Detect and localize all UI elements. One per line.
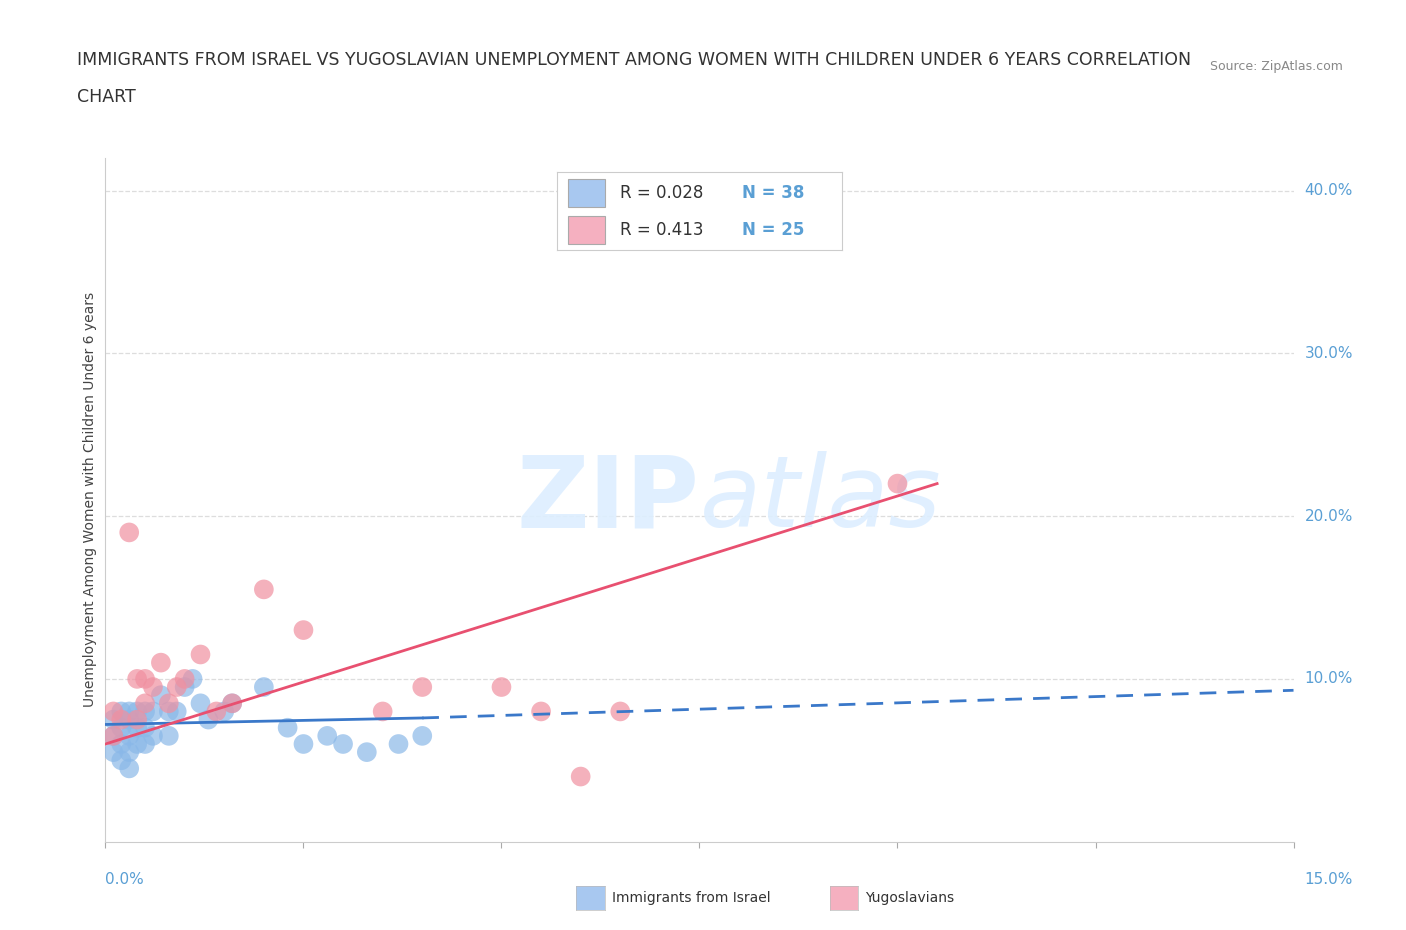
Point [142,704,165,719]
Point [127,704,149,719]
Point [173,680,195,695]
Point [253,582,276,597]
Point [253,680,276,695]
Point [142,728,165,743]
Text: 15.0%: 15.0% [1305,872,1353,887]
Point [110,720,132,735]
Point [103,712,125,727]
Point [609,704,631,719]
Point [110,737,132,751]
Point [118,704,141,719]
Point [103,728,125,743]
Point [110,753,132,768]
Point [316,728,339,743]
Point [127,737,149,751]
Y-axis label: Unemployment Among Women with Children Under 6 years: Unemployment Among Women with Children U… [83,292,97,708]
FancyBboxPatch shape [568,216,606,244]
Point [221,696,243,711]
Point [103,728,125,743]
Point [127,720,149,735]
Point [134,696,156,711]
Point [103,704,125,719]
Point [134,671,156,686]
Point [190,696,212,711]
Point [134,720,156,735]
Text: ZIP: ZIP [516,451,700,549]
Point [530,704,553,719]
Point [134,704,156,719]
Text: atlas: atlas [700,451,941,549]
Text: CHART: CHART [77,88,136,106]
Point [411,680,433,695]
Text: R = 0.028: R = 0.028 [620,184,703,202]
Text: 40.0%: 40.0% [1305,183,1353,198]
Text: Source: ZipAtlas.com: Source: ZipAtlas.com [1209,60,1343,73]
Point [118,712,141,727]
Point [491,680,513,695]
Point [149,655,172,670]
Point [110,704,132,719]
Text: Immigrants from Israel: Immigrants from Israel [612,891,770,906]
Point [149,688,172,703]
Text: 20.0%: 20.0% [1305,509,1353,524]
Point [173,671,195,686]
Point [214,704,236,719]
Point [190,647,212,662]
Point [157,728,180,743]
Point [569,769,592,784]
Point [411,728,433,743]
Point [205,704,228,719]
Point [142,680,165,695]
Point [356,745,378,760]
Point [332,737,354,751]
Text: N = 25: N = 25 [742,221,804,239]
Point [886,476,908,491]
Point [103,745,125,760]
Point [118,728,141,743]
Text: 10.0%: 10.0% [1305,671,1353,686]
Point [166,680,188,695]
Point [118,745,141,760]
Point [127,712,149,727]
Point [387,737,409,751]
Point [118,525,141,539]
Point [157,696,180,711]
Text: 30.0%: 30.0% [1305,346,1353,361]
Text: N = 38: N = 38 [742,184,804,202]
Point [166,704,188,719]
Text: 0.0%: 0.0% [105,872,145,887]
Point [127,671,149,686]
Text: IMMIGRANTS FROM ISRAEL VS YUGOSLAVIAN UNEMPLOYMENT AMONG WOMEN WITH CHILDREN UND: IMMIGRANTS FROM ISRAEL VS YUGOSLAVIAN UN… [77,51,1191,69]
Point [181,671,204,686]
Text: R = 0.413: R = 0.413 [620,221,703,239]
Point [118,761,141,776]
Point [197,712,219,727]
Point [134,737,156,751]
Point [277,720,299,735]
Point [110,712,132,727]
Point [371,704,394,719]
FancyBboxPatch shape [568,179,606,207]
Point [221,696,243,711]
Text: Yugoslavians: Yugoslavians [865,891,953,906]
Point [157,704,180,719]
Point [292,737,315,751]
Point [292,623,315,638]
